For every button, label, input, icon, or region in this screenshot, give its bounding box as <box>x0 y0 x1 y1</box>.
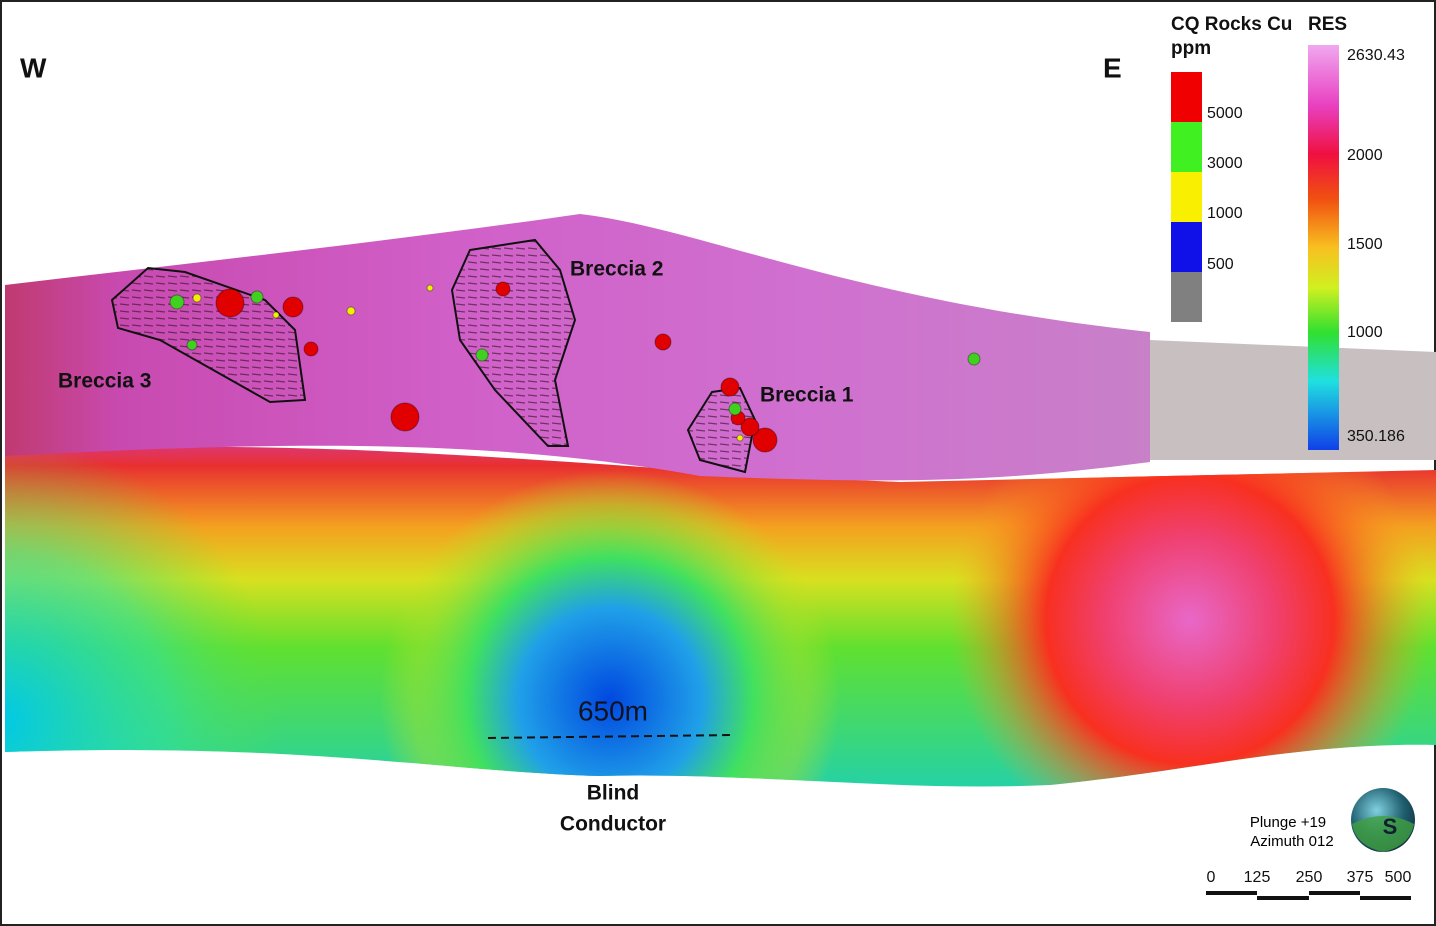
legend-label: 1000 <box>1207 205 1243 222</box>
rock-sample <box>475 348 489 362</box>
legend-label: 350.186 <box>1347 428 1405 445</box>
rock-sample <box>728 402 742 416</box>
west-label: W <box>20 52 47 83</box>
target-label: Blind <box>587 782 640 805</box>
rock-sample <box>303 341 319 357</box>
distance-line <box>487 734 736 739</box>
target-label: Conductor <box>560 813 666 836</box>
legend-label: 5000 <box>1207 105 1243 122</box>
scale-bar: 0 125 250 375 500 <box>1206 869 1411 900</box>
rock-sample <box>495 281 511 297</box>
breccia-label: Breccia 2 <box>570 258 663 281</box>
rock-sample <box>192 293 202 303</box>
terrain-grey <box>1150 340 1436 460</box>
rock-sample <box>282 296 304 318</box>
rock-sample <box>272 311 280 319</box>
rock-sample <box>736 434 744 442</box>
rock-sample <box>967 352 981 366</box>
rock-sample <box>752 427 778 453</box>
resistivity-section <box>5 446 1436 787</box>
plunge-label: Plunge +19 <box>1250 814 1326 831</box>
distance-label: 650m <box>578 695 648 726</box>
svg-text:S: S <box>1383 814 1398 839</box>
scale-label: 500 <box>1385 869 1412 886</box>
scale-label: 250 <box>1296 869 1323 886</box>
rock-samples <box>169 281 981 453</box>
azimuth-label: Azimuth 012 <box>1250 833 1333 850</box>
terrain <box>5 214 1150 481</box>
breccia-label: Breccia 1 <box>760 384 854 407</box>
scale-label: 0 <box>1207 869 1216 886</box>
rock-sample <box>390 402 420 432</box>
cu-legend: CQ Rocks Cu ppm 5000 3000 1000 500 <box>1171 14 1292 322</box>
rock-sample <box>654 333 672 351</box>
legend-title: CQ Rocks Cu <box>1171 14 1292 35</box>
rock-sample <box>215 288 245 318</box>
rock-sample <box>186 339 198 351</box>
rock-sample <box>740 417 760 437</box>
legend-title: RES <box>1308 14 1347 35</box>
rock-sample <box>169 294 185 310</box>
legend-label: 2000 <box>1347 147 1383 164</box>
east-label: E <box>1103 52 1122 83</box>
scale-label: 375 <box>1347 869 1374 886</box>
legend-label: 500 <box>1207 256 1234 273</box>
rock-sample <box>250 290 264 304</box>
rock-sample <box>346 306 356 316</box>
breccia-label: Breccia 3 <box>58 370 151 393</box>
rock-sample <box>426 284 434 292</box>
legend-label: 1000 <box>1347 324 1383 341</box>
legend-title: ppm <box>1171 38 1211 59</box>
legend-label: 3000 <box>1207 155 1243 172</box>
scale-label: 125 <box>1244 869 1271 886</box>
res-legend: RES 2630.43 2000 1500 1000 350.186 <box>1308 14 1405 450</box>
legend-label: 2630.43 <box>1347 47 1405 64</box>
rock-sample <box>720 377 740 397</box>
legend-label: 1500 <box>1347 236 1383 253</box>
